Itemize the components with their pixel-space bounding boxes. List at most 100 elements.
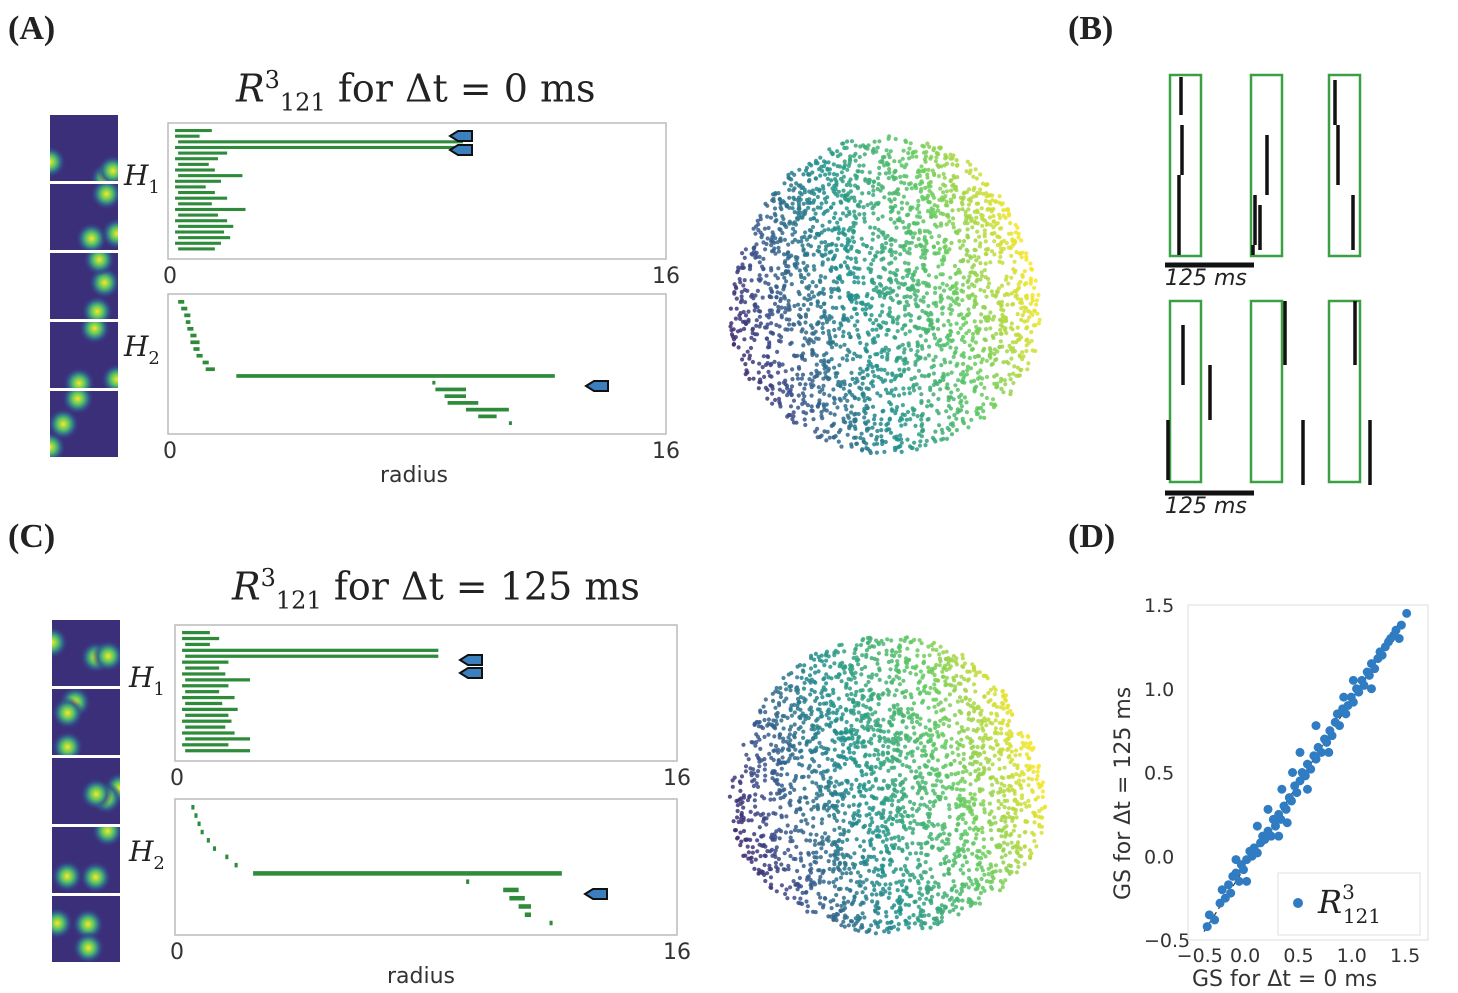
cloud-point xyxy=(859,431,864,436)
cloud-point xyxy=(919,434,924,439)
cloud-point xyxy=(893,335,898,340)
cloud-point xyxy=(888,810,893,815)
cloud-point xyxy=(940,281,945,286)
cloud-point xyxy=(931,392,936,397)
cloud-point xyxy=(914,769,919,774)
bar-interval xyxy=(178,236,231,240)
cloud-point xyxy=(876,642,881,647)
cloud-point xyxy=(915,865,920,870)
cloud-point xyxy=(763,710,768,715)
persistent-class-arrow xyxy=(458,654,483,666)
cloud-point xyxy=(881,408,886,413)
cloud-point xyxy=(807,868,813,873)
cloud-point xyxy=(952,413,957,418)
cloud-point xyxy=(735,836,740,841)
cloud-point xyxy=(788,853,793,859)
cloud-point xyxy=(743,837,749,842)
cloud-point xyxy=(879,438,885,443)
cloud-point xyxy=(754,242,759,247)
cloud-point xyxy=(999,834,1004,839)
cloud-point xyxy=(787,756,792,761)
cloud-point xyxy=(928,685,933,690)
cloud-point xyxy=(832,653,837,658)
cloud-point xyxy=(961,757,966,762)
cloud-point xyxy=(924,852,929,857)
cloud-point xyxy=(856,818,862,823)
cloud-point xyxy=(875,661,880,666)
cloud-point xyxy=(993,403,998,408)
cloud-point xyxy=(988,736,993,741)
cloud-point xyxy=(862,152,867,157)
cloud-point xyxy=(1010,302,1015,307)
cloud-point xyxy=(902,347,907,352)
cloud-point xyxy=(878,393,883,398)
cloud-point xyxy=(844,206,849,211)
cloud-point xyxy=(798,896,803,901)
cloud-point xyxy=(817,793,822,798)
cloud-point xyxy=(746,856,751,861)
cloud-point xyxy=(924,887,930,892)
cloud-point xyxy=(955,822,960,827)
firing-map-1 xyxy=(50,115,118,181)
cloud-point xyxy=(733,316,738,321)
cloud-point xyxy=(963,804,968,809)
cloud-point xyxy=(772,211,777,216)
cloud-point xyxy=(946,333,951,338)
cloud-point xyxy=(811,804,817,809)
cloud-point xyxy=(807,739,812,744)
cloud-point xyxy=(827,219,832,224)
cloud-point xyxy=(756,769,761,774)
cloud-point xyxy=(876,216,881,222)
cloud-point xyxy=(779,313,784,318)
cloud-point xyxy=(784,203,789,208)
cloud-point xyxy=(849,370,854,375)
cloud-point xyxy=(894,813,899,818)
cloud-point xyxy=(824,672,829,677)
cloud-point xyxy=(962,677,967,682)
cloud-point xyxy=(823,172,828,177)
cloud-point xyxy=(820,416,825,421)
cloud-point xyxy=(817,188,822,193)
cloud-point xyxy=(906,706,911,712)
cloud-point xyxy=(749,859,754,864)
cloud-point xyxy=(844,681,849,686)
cloud-point xyxy=(888,149,893,154)
cloud-point xyxy=(825,429,830,434)
cloud-point xyxy=(842,260,847,265)
cloud-point xyxy=(1033,278,1038,283)
cloud-point xyxy=(740,357,745,362)
cloud-point xyxy=(996,798,1001,804)
cloud-point xyxy=(995,381,1000,386)
cloud-point xyxy=(797,268,802,273)
cloud-point xyxy=(980,738,986,743)
cloud-point xyxy=(852,275,857,280)
cloud-point xyxy=(1005,723,1010,728)
cloud-point xyxy=(976,896,981,901)
cloud-point xyxy=(856,333,861,338)
cloud-point xyxy=(1019,297,1024,302)
cloud-point xyxy=(962,779,967,784)
cloud-point xyxy=(826,359,831,364)
cloud-point xyxy=(1004,740,1009,746)
cloud-point xyxy=(858,199,863,204)
cloud-point xyxy=(923,248,928,253)
cloud-point xyxy=(916,237,921,242)
cloud-point xyxy=(902,304,908,309)
cloud-point xyxy=(808,832,813,837)
cloud-point xyxy=(901,194,906,199)
cloud-point xyxy=(757,273,762,278)
cloud-point xyxy=(974,201,979,206)
cloud-point xyxy=(965,726,970,732)
bar-interval xyxy=(178,300,185,304)
cloud-point xyxy=(1000,319,1005,324)
cloud-point xyxy=(988,310,993,315)
cloud-point xyxy=(813,663,818,669)
cloud-point xyxy=(894,225,899,230)
cloud-point xyxy=(774,829,779,834)
cloud-point xyxy=(1024,281,1029,286)
cloud-point xyxy=(875,428,880,434)
cloud-point xyxy=(749,278,754,283)
cloud-point xyxy=(923,921,928,926)
cloud-point xyxy=(840,230,845,235)
cloud-point xyxy=(995,234,1000,239)
